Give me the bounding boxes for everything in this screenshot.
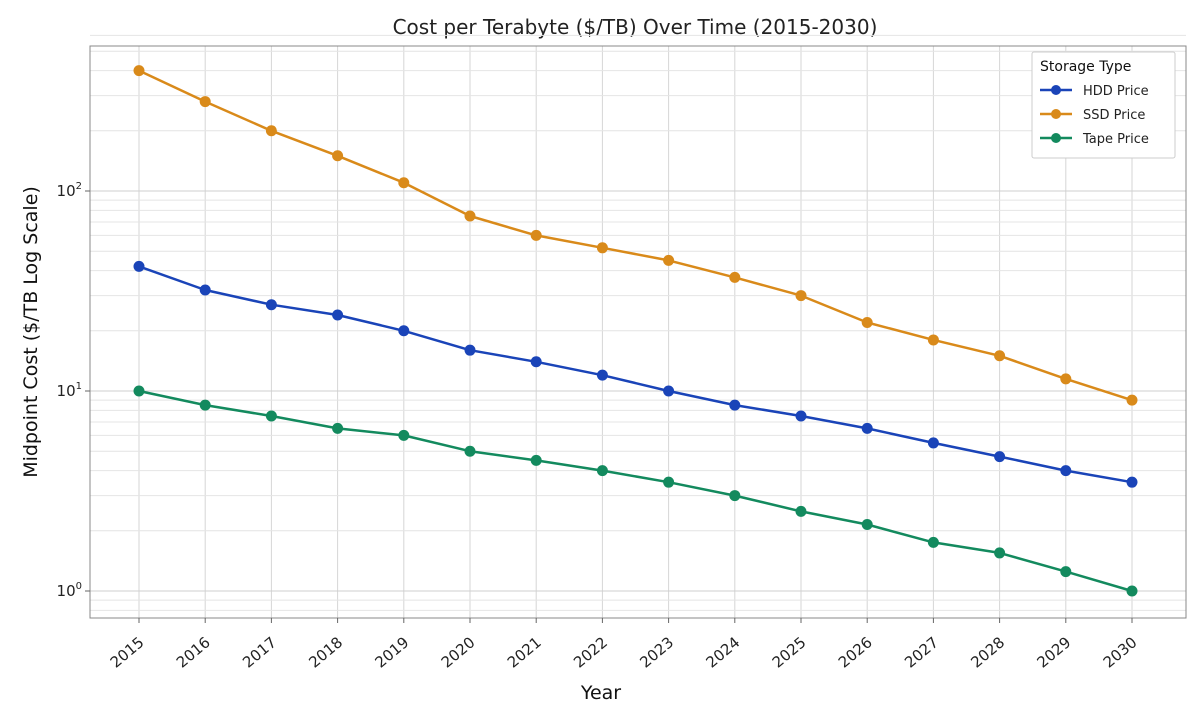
data-point xyxy=(1060,373,1072,385)
data-point xyxy=(795,505,807,517)
data-point xyxy=(133,385,145,397)
x-tick-label: 2028 xyxy=(967,633,1008,671)
x-tick-label: 2018 xyxy=(305,633,346,671)
grid xyxy=(90,34,1186,618)
data-point xyxy=(927,437,939,449)
x-tick-label: 2023 xyxy=(636,633,677,671)
data-point xyxy=(1126,476,1138,488)
data-point xyxy=(927,536,939,548)
data-point xyxy=(530,229,542,241)
data-point xyxy=(398,325,410,337)
data-point xyxy=(596,369,608,381)
x-tick-label: 2022 xyxy=(570,633,611,671)
data-point xyxy=(199,399,211,411)
x-tick-label: 2024 xyxy=(703,633,744,671)
data-point xyxy=(729,490,741,502)
data-point xyxy=(663,476,675,488)
legend-label: Tape Price xyxy=(1082,132,1149,147)
y-axis: 100 101 102 xyxy=(57,181,90,600)
legend-items: HDD Price SSD Price Tape Price xyxy=(1040,84,1149,147)
series-ssd-price xyxy=(133,65,1138,406)
data-point xyxy=(332,150,344,162)
data-point xyxy=(1060,566,1072,578)
y-axis-label: Midpoint Cost ($/TB Log Scale) xyxy=(20,186,42,478)
x-tick-label: 2025 xyxy=(769,633,810,671)
series-tape-price xyxy=(133,385,1138,597)
series-line xyxy=(138,389,1133,593)
data-point xyxy=(199,284,211,296)
data-point xyxy=(861,317,873,329)
data-point xyxy=(927,334,939,346)
legend-label: SSD Price xyxy=(1083,108,1145,123)
x-tick-label: 2015 xyxy=(107,633,148,671)
series-hdd-price xyxy=(133,260,1138,488)
data-point xyxy=(795,290,807,302)
data-point xyxy=(663,254,675,266)
series-line xyxy=(138,69,1133,402)
data-point xyxy=(994,547,1006,559)
y-tick-label: 102 xyxy=(57,181,82,200)
series-line xyxy=(138,265,1133,484)
data-point xyxy=(265,410,277,422)
x-tick-label: 2020 xyxy=(438,633,479,671)
x-tick-label: 2026 xyxy=(835,633,876,671)
data-point xyxy=(1060,465,1072,477)
data-point xyxy=(332,309,344,321)
y-tick-label: 101 xyxy=(57,381,82,400)
data-point xyxy=(861,422,873,434)
data-point xyxy=(994,451,1006,463)
plot-frame xyxy=(89,45,1187,619)
data-point xyxy=(795,410,807,422)
data-point xyxy=(133,65,145,77)
data-point xyxy=(861,519,873,531)
data-point xyxy=(994,350,1006,362)
series-layer xyxy=(133,65,1138,597)
data-point xyxy=(464,445,476,457)
legend-box xyxy=(1031,51,1176,159)
data-point xyxy=(530,454,542,466)
data-point xyxy=(265,125,277,137)
x-tick-label: 2027 xyxy=(901,633,942,671)
data-point xyxy=(464,344,476,356)
legend-marker xyxy=(1051,109,1061,119)
data-point xyxy=(1126,585,1138,597)
legend-label: HDD Price xyxy=(1083,84,1149,99)
data-point xyxy=(265,299,277,311)
legend-title: Storage Type xyxy=(1040,59,1131,75)
y-tick-label: 100 xyxy=(57,581,82,600)
data-point xyxy=(729,271,741,283)
legend: Storage Type HDD Price SSD Price Tape Pric… xyxy=(1031,51,1176,159)
x-tick-label: 2017 xyxy=(239,633,280,671)
x-axis: 2015 2016 2017 2018 2019 2020 2021 2022 2023 2024… xyxy=(107,618,1141,672)
legend-marker xyxy=(1051,133,1061,143)
x-tick-label: 2030 xyxy=(1100,633,1141,671)
data-point xyxy=(530,356,542,368)
data-point xyxy=(398,429,410,441)
data-point xyxy=(332,422,344,434)
x-tick-label: 2029 xyxy=(1034,633,1075,671)
data-point xyxy=(729,399,741,411)
x-tick-label: 2021 xyxy=(504,633,545,671)
data-point xyxy=(596,242,608,254)
x-tick-label: 2016 xyxy=(173,633,214,671)
legend-marker xyxy=(1051,85,1061,95)
data-point xyxy=(398,177,410,189)
x-tick-label: 2019 xyxy=(372,633,413,671)
x-axis-label: Year xyxy=(580,682,621,704)
data-point xyxy=(464,210,476,222)
data-point xyxy=(663,385,675,397)
data-point xyxy=(1126,394,1138,406)
data-point xyxy=(596,465,608,477)
data-point xyxy=(199,96,211,108)
data-point xyxy=(133,260,145,272)
